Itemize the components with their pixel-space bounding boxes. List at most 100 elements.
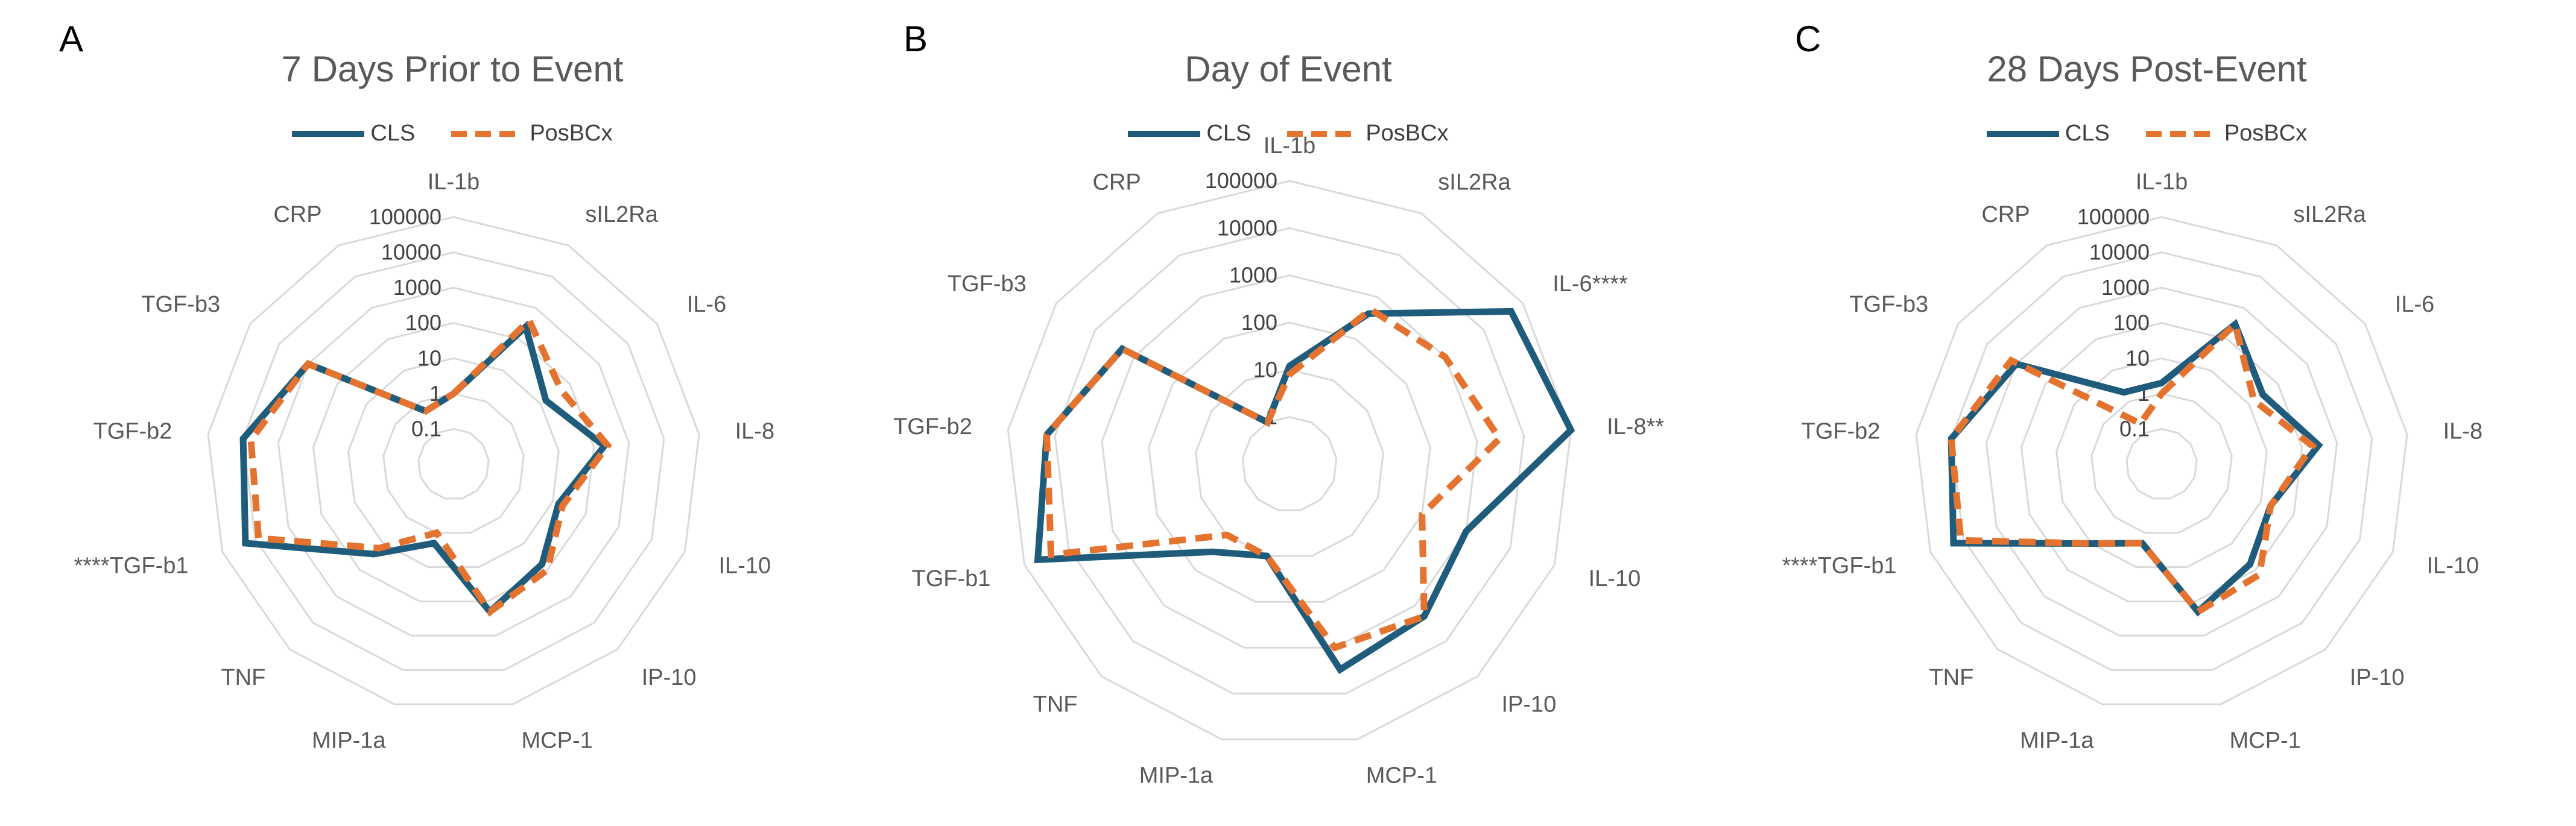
grid-ring xyxy=(1194,368,1385,557)
category-label: ****TGF-b1 xyxy=(74,553,188,579)
panel-letter: C xyxy=(1795,19,1821,59)
category-label: IL-8 xyxy=(735,418,774,444)
series-cls xyxy=(239,320,609,617)
ring-tick-label: 1000 xyxy=(2101,275,2150,300)
category-label: MIP-1a xyxy=(2020,728,2094,753)
grid-ring xyxy=(1101,274,1478,649)
category-label: ****TGF-b1 xyxy=(1782,553,1896,579)
panel-a: A 7 Days Prior to Event CLS PosBCx 0.1 1 1… xyxy=(0,0,859,826)
panel-letter: B xyxy=(903,19,928,59)
ring-tick-label: 10000 xyxy=(2089,240,2150,265)
category-label: IL-1b xyxy=(428,169,480,195)
legend-swatch-posbcx xyxy=(2145,130,2218,137)
category-label: TGF-b1 xyxy=(911,566,990,591)
ring-tick-label: 100 xyxy=(2113,311,2150,335)
radar-chart: 110100100010000100000IL-1bsIL2RaIL-6****… xyxy=(893,133,1664,789)
category-label: MCP-1 xyxy=(522,728,593,753)
grid-ring xyxy=(1241,416,1338,511)
legend-item-posbcx: PosBCx xyxy=(451,121,613,147)
ring-tick-label: 100 xyxy=(1241,310,1277,335)
grid-ring xyxy=(417,427,490,500)
category-label: IL-6**** xyxy=(1552,271,1628,297)
legend-item-cls: CLS xyxy=(292,121,415,147)
legend-swatch-cls xyxy=(1986,130,2059,137)
grid-ring xyxy=(312,322,595,602)
legend-label-posbcx: PosBCx xyxy=(530,121,613,146)
category-label: TGF-b3 xyxy=(141,292,220,317)
legend: CLS PosBCx xyxy=(859,121,1718,147)
category-label: IP-10 xyxy=(1502,692,1557,717)
category-label: CRP xyxy=(273,202,321,227)
category-label: IL-6 xyxy=(2395,292,2434,317)
category-label: TGF-b3 xyxy=(1849,292,1928,317)
chart-title: 28 Days Post-Event xyxy=(1987,49,2307,89)
category-label: IP-10 xyxy=(642,665,697,690)
series-posbcx xyxy=(1948,318,2317,616)
category-label: sIL2Ra xyxy=(585,202,658,227)
legend-item-cls: CLS xyxy=(1986,121,2110,147)
grid-ring xyxy=(277,286,630,637)
category-label: TNF xyxy=(221,665,265,690)
ring-tick-label: 100000 xyxy=(369,204,441,229)
legend-item-posbcx: PosBCx xyxy=(2145,121,2308,147)
category-label: IL-10 xyxy=(719,553,771,579)
legend-swatch-posbcx xyxy=(1287,130,1360,137)
series-cls xyxy=(1034,307,1575,675)
chart-title: 7 Days Prior to Event xyxy=(281,49,624,89)
series-posbcx xyxy=(247,314,612,617)
ring-tick-label: 100000 xyxy=(1205,168,1277,193)
legend-item-posbcx: PosBCx xyxy=(1287,121,1449,147)
category-label: IL-8** xyxy=(1607,414,1664,440)
grid-ring xyxy=(1950,251,2373,671)
grid-ring xyxy=(2090,393,2233,534)
category-label: IL-10 xyxy=(1589,566,1641,591)
ring-tick-label: 10 xyxy=(1253,357,1277,382)
legend-swatch-cls xyxy=(292,130,365,137)
ring-tick-label: 1000 xyxy=(1229,263,1277,288)
category-label: IL-1b xyxy=(1264,133,1316,159)
radar-chart: 0.1110100100010000100000IL-1bsIL2RaIL-6I… xyxy=(1782,169,2483,753)
category-label: IL-8 xyxy=(2443,418,2483,444)
legend-label-cls: CLS xyxy=(370,121,416,146)
legend-item-cls: CLS xyxy=(1128,121,1251,147)
category-label: IL-1b xyxy=(2136,169,2188,195)
category-label: sIL2Ra xyxy=(2293,202,2366,227)
category-label: CRP xyxy=(1981,202,2030,227)
category-label: CRP xyxy=(1092,170,1141,195)
grid-ring xyxy=(242,251,665,671)
legend: CLS PosBCx xyxy=(1718,121,2576,147)
grid-ring xyxy=(1148,321,1431,603)
legend-label-posbcx: PosBCx xyxy=(2224,121,2308,146)
grid-ring xyxy=(207,216,700,705)
grid-ring xyxy=(2020,322,2303,602)
category-label: IP-10 xyxy=(2350,665,2405,690)
grid-ring xyxy=(1985,286,2338,637)
category-label: TGF-b3 xyxy=(948,271,1027,297)
category-label: TNF xyxy=(1033,692,1078,717)
category-label: MIP-1a xyxy=(312,728,386,753)
legend: CLS PosBCx xyxy=(0,121,905,147)
ring-tick-label: 10 xyxy=(2125,345,2150,370)
legend-label-posbcx: PosBCx xyxy=(1366,121,1449,146)
category-label: IL-6 xyxy=(687,292,726,317)
category-label: MCP-1 xyxy=(1366,763,1437,789)
panel-letter: A xyxy=(59,19,84,59)
ring-tick-label: 100000 xyxy=(2077,204,2150,229)
category-label: TGF-b2 xyxy=(1801,418,1880,444)
ring-tick-label: 10000 xyxy=(1217,215,1277,240)
legend-label-cls: CLS xyxy=(2065,121,2110,146)
grid-ring xyxy=(1007,180,1572,740)
category-label: TGF-b2 xyxy=(93,418,172,444)
ring-tick-label: 10 xyxy=(417,345,441,370)
chart-title: Day of Event xyxy=(1185,49,1392,89)
panel-b: B Day of Event CLS PosBCx 1 10 100 1000 1000… xyxy=(859,0,1718,826)
grid-ring xyxy=(1915,216,2408,705)
category-label: MIP-1a xyxy=(1139,763,1214,789)
ring-tick-label: 10000 xyxy=(381,240,441,265)
category-label: TNF xyxy=(1929,665,1973,690)
legend-label-cls: CLS xyxy=(1206,121,1252,146)
panel-c: C 28 Days Post-Event CLS PosBCx 0.1 1 10 10… xyxy=(1718,0,2576,826)
legend-swatch-posbcx xyxy=(451,130,524,137)
category-label: TGF-b2 xyxy=(893,414,972,440)
category-label: IL-10 xyxy=(2427,553,2479,579)
